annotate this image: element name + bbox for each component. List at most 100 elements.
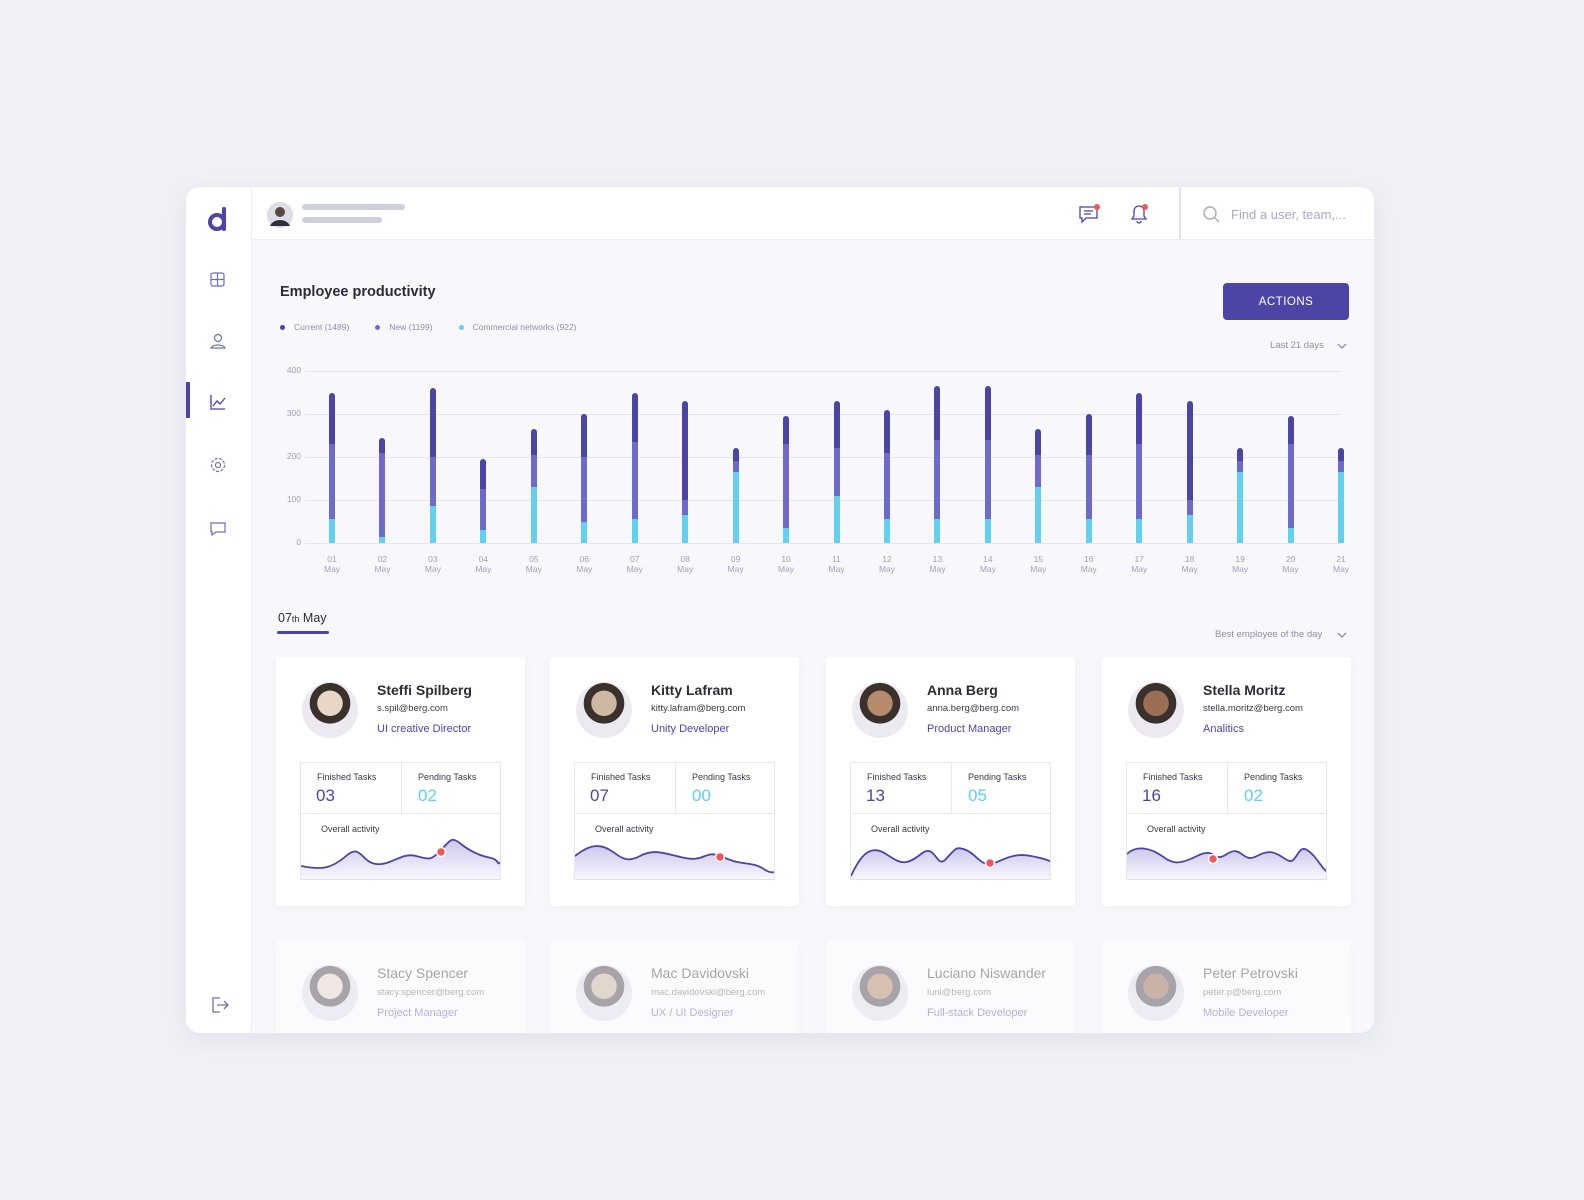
stat-label: Pending Tasks [1244, 772, 1303, 782]
search-input[interactable]: Find a user, team,... [1231, 207, 1346, 222]
logout-icon[interactable] [210, 996, 230, 1014]
employee-name: Kitty Lafram [651, 682, 733, 698]
avatar [302, 682, 358, 738]
bar-segment [1085, 454, 1092, 520]
employee-card[interactable]: Stella Moritz stella.moritz@berg.com Anali… [1102, 657, 1351, 906]
chevron [1337, 343, 1347, 349]
x-tick-label: 01 May [324, 554, 341, 574]
range-selector[interactable]: Last 21 days [1270, 340, 1324, 351]
pending-value: 05 [968, 786, 987, 805]
bar-segment [1136, 392, 1143, 445]
sparkline-line [301, 838, 500, 869]
finished-value: 03 [316, 786, 335, 805]
bar-segment [1237, 472, 1244, 543]
employee-card-faded[interactable]: Peter Petrovski peter.p@berg.com Mobile De… [1102, 940, 1351, 1033]
sparkline-area [851, 848, 1050, 880]
avatar [302, 965, 358, 1021]
stats-icon[interactable] [209, 393, 227, 411]
date-day: 07 [278, 611, 292, 625]
employee-card[interactable]: Steffi Spilberg s.spil@berg.com UI creativ… [276, 657, 525, 906]
employee-role[interactable]: UX / UI Designer [651, 1007, 734, 1019]
bar-segment [1035, 429, 1042, 455]
legend-dot [280, 324, 285, 330]
employee-card-faded[interactable]: Luciano Niswander luni@berg.com Full-stack… [826, 940, 1075, 1033]
divider [1127, 813, 1326, 814]
y-tick-label: 0 [296, 537, 301, 547]
sparkline-line [851, 847, 1050, 877]
x-tick-label: 13 May [929, 554, 946, 574]
legend-item: Current (1489) [280, 322, 349, 332]
grid-line [305, 371, 1342, 372]
employee-card[interactable]: Kitty Lafram kitty.lafram@berg.com Unity D… [550, 657, 799, 906]
employee-email: s.spil@berg.com [377, 703, 448, 714]
avatar [576, 965, 632, 1021]
employee-role[interactable]: Mobile Developer [1203, 1007, 1289, 1019]
bar-segment [429, 506, 436, 543]
bar-segment [329, 392, 335, 445]
divider [675, 763, 676, 813]
legend-item: Commercial networks (922) [458, 322, 577, 332]
finished-value: 07 [590, 786, 609, 805]
date-tab[interactable]: 07th May [278, 611, 327, 625]
employee-role[interactable]: Full-stack Developer [927, 1007, 1028, 1019]
dashboard-icon[interactable] [209, 271, 227, 289]
employee-card[interactable]: Anna Berg anna.berg@berg.com Product Manag… [826, 657, 1075, 906]
x-tick-label: 16 May [1080, 554, 1097, 574]
stat-label: Finished Tasks [317, 772, 377, 782]
bar-segment [1287, 527, 1294, 543]
bar-segment [480, 489, 487, 531]
sparkline-area [575, 846, 774, 880]
bar-segment [682, 515, 689, 543]
employee-email: luni@berg.com [927, 987, 992, 998]
users-icon[interactable] [209, 332, 227, 350]
bar-segment [480, 459, 487, 490]
employee-role[interactable]: Unity Developer [651, 723, 730, 735]
bar-segment [329, 519, 335, 543]
settings-icon[interactable] [209, 456, 227, 474]
divider [851, 813, 1050, 814]
y-tick-label: 300 [286, 408, 301, 418]
employee-name: Mac Davidovski [651, 965, 750, 981]
employee-role[interactable]: Product Manager [927, 723, 1012, 735]
bar-segment [934, 439, 941, 520]
sparkline [575, 845, 774, 880]
bar-segment [783, 527, 790, 543]
employee-name: Stacy Spencer [377, 965, 469, 981]
actions-button[interactable]: ACTIONS [1223, 283, 1349, 320]
legend: Current (1489) New (1199) Commercial netwo… [280, 322, 577, 332]
employee-role[interactable]: Project Manager [377, 1007, 458, 1019]
bar-segment [1085, 519, 1092, 543]
bar-segment [530, 454, 537, 488]
date-month: May [302, 611, 327, 625]
grid-line [305, 414, 1342, 415]
bar-segment [379, 452, 386, 537]
chat-icon[interactable] [1078, 203, 1102, 225]
search-icon [1203, 206, 1220, 223]
user-avatar[interactable] [266, 201, 294, 229]
legend-dot [458, 324, 464, 330]
bell-icon[interactable] [1128, 202, 1152, 226]
app-window: Find a user, team,... Employee productiv… [186, 187, 1374, 1033]
sparkline [301, 838, 500, 880]
bar-segment [934, 519, 941, 543]
bar-segment [984, 439, 991, 520]
bar-segment [1136, 444, 1143, 520]
x-tick-label: 07 May [626, 554, 643, 574]
stat-label: Finished Tasks [867, 772, 927, 782]
messages-icon[interactable] [209, 520, 227, 538]
employee-email: kitty.lafram@berg.com [651, 703, 746, 714]
divider [575, 813, 774, 814]
x-tick-label: 21 May [1333, 554, 1350, 574]
bar-segment [329, 444, 335, 520]
employee-card-faded[interactable]: Stacy Spencer stacy.spencer@berg.com Proje… [276, 940, 525, 1033]
finished-value: 13 [866, 786, 885, 805]
employee-card-faded[interactable]: Mac Davidovski mac.davidovski@berg.com UX … [550, 940, 799, 1033]
employee-role[interactable]: Analitics [1203, 723, 1244, 735]
employee-role[interactable]: UI creative Director [377, 723, 472, 735]
legend-label: Current (1489) [294, 322, 350, 332]
employee-name: Anna Berg [927, 682, 998, 698]
best-selector[interactable]: Best employee of the day [1215, 629, 1323, 640]
bar-segment [732, 461, 739, 473]
employee-name: Stella Moritz [1203, 682, 1286, 698]
